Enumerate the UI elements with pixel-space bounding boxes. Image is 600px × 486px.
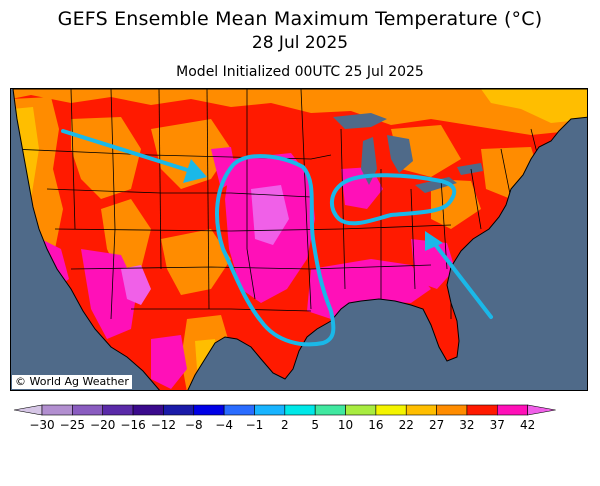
legend-tick-label: 32 <box>459 418 475 432</box>
temperature-map: © World Ag Weather <box>10 88 588 391</box>
legend-tick-labels: −30 −25 −20 −16 −12 −8 −4 −1 2 5 10 16 22 27 32 37 42 <box>10 418 590 434</box>
legend-swatch <box>496 404 528 416</box>
legend-swatch <box>223 404 255 416</box>
legend-swatch <box>72 404 104 416</box>
legend-swatch <box>102 404 134 416</box>
legend-tick-label: 42 <box>520 418 536 432</box>
state-borders <box>13 89 542 320</box>
northwest-arrow-head <box>183 159 207 183</box>
legend-swatch <box>284 404 316 416</box>
color-legend <box>13 404 556 416</box>
legend-swatch <box>41 404 73 416</box>
legend-tick-label: −8 <box>184 418 203 432</box>
legend-swatch <box>375 404 407 416</box>
legend-tick-label: 37 <box>489 418 505 432</box>
forecast-date: 28 Jul 2025 <box>251 33 349 53</box>
legend-swatch <box>314 404 346 416</box>
legend-swatch <box>132 404 164 416</box>
credit-label: © World Ag Weather <box>12 375 132 389</box>
legend-swatch <box>405 404 437 416</box>
legend-tick-label: −16 <box>120 418 146 432</box>
legend-swatch <box>345 404 377 416</box>
legend-swatch <box>436 404 468 416</box>
southeast-arrow <box>429 237 493 319</box>
legend-tick-label: 27 <box>428 418 445 432</box>
legend-tick-label: −12 <box>150 418 177 432</box>
legend-tick-label: 22 <box>398 418 414 432</box>
model-init-label: Model Initialized 00UTC 25 Jul 2025 <box>176 64 424 80</box>
legend-tick-label: −20 <box>90 418 116 432</box>
legend-swatch <box>466 404 498 416</box>
map-canvas <box>12 89 587 390</box>
legend-swatch-low <box>13 404 43 416</box>
map-title: GEFS Ensemble Mean Maximum Temperature (… <box>57 8 543 30</box>
midwest-heat-outline <box>330 173 457 226</box>
legend-tick-label: 16 <box>368 418 384 432</box>
legend-tick-label: −1 <box>245 418 264 432</box>
southeast-arrow-head <box>425 231 443 251</box>
legend-swatch <box>163 404 195 416</box>
great-lakes <box>333 113 483 193</box>
legend-swatch <box>254 404 286 416</box>
legend-tick-label: −30 <box>29 418 55 432</box>
legend-swatch-high <box>527 404 556 416</box>
arrow-heads <box>183 159 443 251</box>
legend-tick-label: −25 <box>59 418 86 432</box>
northwest-arrow <box>61 129 199 175</box>
annotations <box>61 129 493 347</box>
legend-swatch <box>193 404 225 416</box>
plains-heat-outline <box>215 154 336 347</box>
legend-tick-label: −4 <box>215 418 233 432</box>
legend-tick-label: 10 <box>337 418 354 432</box>
legend-tick-label: 2 <box>280 418 289 432</box>
legend-tick-label: 5 <box>311 418 319 432</box>
